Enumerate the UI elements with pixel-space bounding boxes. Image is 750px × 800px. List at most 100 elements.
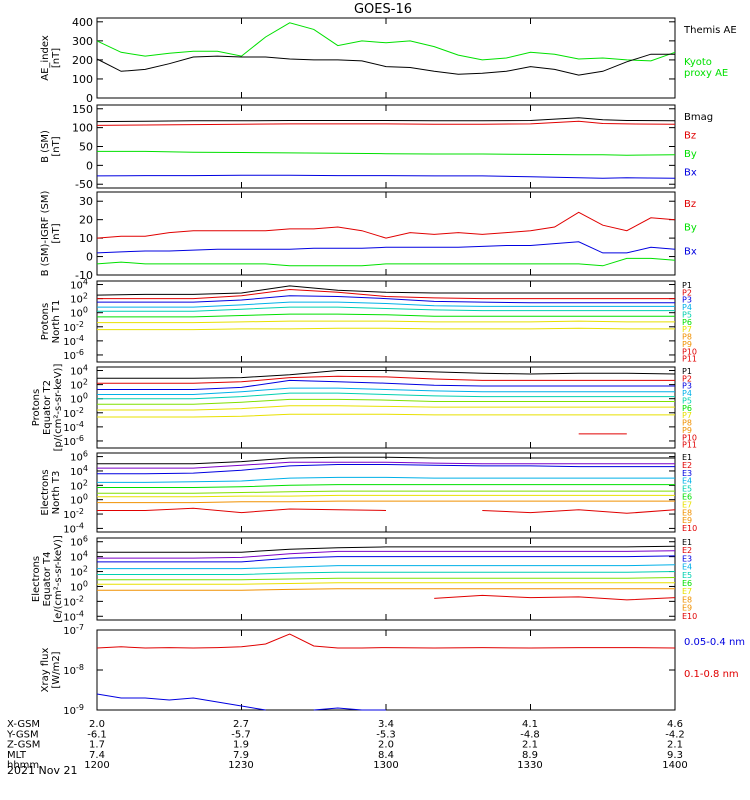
y-tick-label: 10-6 <box>63 434 84 448</box>
orbit-value: 2.1 <box>667 740 683 751</box>
series-p5 <box>97 392 675 400</box>
legend-item: E5 <box>682 571 692 580</box>
legend-item: P3 <box>682 296 692 305</box>
y-tick-label: 104 <box>70 464 88 478</box>
plot-title: GOES-16 <box>354 2 412 17</box>
orbit-row-label: hhmm <box>7 760 39 771</box>
legend-item: P11 <box>682 355 697 364</box>
legend-item: P2 <box>682 374 692 383</box>
series-bmag <box>96 117 676 123</box>
series-e2 <box>97 550 676 559</box>
legend-item: P11 <box>682 441 697 450</box>
y-tick-label: 102 <box>70 378 88 392</box>
legend-item: P1 <box>682 281 692 290</box>
series-bz <box>96 120 676 126</box>
legend-item: By <box>684 149 697 160</box>
series-e6 <box>97 577 676 581</box>
legend-item: 0.05-0.4 nm <box>684 637 745 648</box>
orbit-value: 1.7 <box>89 740 105 751</box>
series-p3 <box>97 379 675 390</box>
y-axis-label: ProtonsNorth T1 <box>40 300 62 344</box>
orbit-value: -5.3 <box>376 729 396 740</box>
series-e8 <box>97 588 675 591</box>
series-p5 <box>97 306 675 312</box>
legend-item: Bmag <box>684 112 713 123</box>
legend-item: P4 <box>682 303 692 312</box>
legend-item: P2 <box>682 288 692 297</box>
series-by <box>97 150 676 156</box>
y-tick-label: 100 <box>70 392 88 406</box>
legend-item: P7 <box>682 411 692 420</box>
legend-item: E6 <box>682 579 692 588</box>
orbit-value: -4.2 <box>665 729 685 740</box>
legend-item: E3 <box>682 554 692 563</box>
y-tick-label: 102 <box>70 565 88 579</box>
series-e9 <box>434 594 676 601</box>
legend-item: Bx <box>684 246 697 257</box>
y-axis-label: B (SM)[nT] <box>40 130 62 163</box>
series-e2 <box>97 461 675 469</box>
legend-item: E4 <box>682 563 692 572</box>
y-tick-label: 400 <box>72 16 93 29</box>
series-e4 <box>97 476 675 483</box>
legend-item: P5 <box>682 310 692 319</box>
orbit-value: 3.4 <box>378 719 394 730</box>
panel-frame <box>96 17 676 99</box>
y-tick-label: 100 <box>70 579 88 593</box>
legend-item: Themis AE <box>683 25 737 36</box>
legend-item: E3 <box>682 469 692 478</box>
legend-item: 0.1-0.8 nm <box>684 669 739 680</box>
y-axis-label: ProtonsEquator T2[p/(cm²-s-sr-keV)] <box>31 364 64 452</box>
y-tick-label: 0 <box>86 251 93 264</box>
y-tick-label: 10-6 <box>63 348 84 362</box>
y-tick-label: 20 <box>79 214 93 227</box>
series-e6 <box>97 490 675 494</box>
legend-item: P8 <box>682 333 692 342</box>
series-e5 <box>97 571 676 575</box>
y-tick-label: 100 <box>70 493 88 507</box>
series-p4 <box>97 301 675 308</box>
y-tick-label: 10-4 <box>63 609 84 623</box>
y-tick-label: 10-2 <box>63 594 84 608</box>
y-tick-label: 10-4 <box>63 420 84 434</box>
orbit-value: 4.1 <box>522 719 538 730</box>
series-p4 <box>97 387 675 395</box>
orbit-value: 4.6 <box>667 719 683 730</box>
y-tick-label: 100 <box>72 122 93 135</box>
y-tick-label: 10 <box>79 232 93 245</box>
date-label: 2021 Nov 21 <box>7 764 77 777</box>
orbit-table: X-GSM 2.0 2.7 3.4 4.1 4.6 Y-GSM -6.1 -5.7 -5.3 -4.… <box>6 719 688 771</box>
legend-item: P7 <box>682 325 692 334</box>
series-e5 <box>97 484 675 488</box>
y-tick-label: 10-9 <box>63 703 84 717</box>
y-tick-label: 102 <box>70 292 88 306</box>
legend-item: By <box>684 223 697 234</box>
y-tick-label: 104 <box>70 364 88 378</box>
legend-item: E1 <box>682 538 692 547</box>
y-tick-label: 104 <box>70 278 88 292</box>
orbit-row-label: Z-GSM <box>7 740 40 751</box>
series-bx <box>96 174 676 179</box>
series-e3 <box>97 464 675 475</box>
y-tick-label: 106 <box>70 450 88 464</box>
legend-item: E7 <box>682 587 692 596</box>
legend-item: E1 <box>682 453 692 462</box>
y-tick-label: 300 <box>72 35 93 48</box>
y-tick-label: 10-2 <box>63 406 84 420</box>
orbit-value: 2.7 <box>233 719 249 730</box>
legend-item: P9 <box>682 426 692 435</box>
y-tick-label: 30 <box>79 195 93 208</box>
legend-item: E9 <box>682 604 692 613</box>
y-tick-label: 106 <box>70 535 88 549</box>
y-tick-label: 10-8 <box>63 663 84 677</box>
orbit-value: 8.9 <box>522 750 538 761</box>
legend-item: E10 <box>682 524 697 533</box>
series-e1 <box>97 456 675 465</box>
